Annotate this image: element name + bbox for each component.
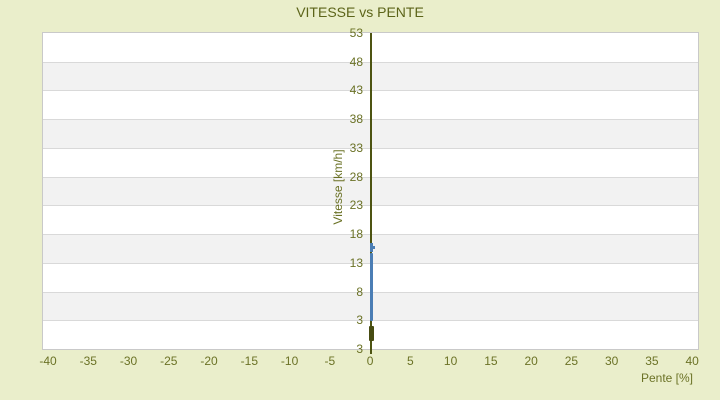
x-tick-label: 20 [524, 354, 538, 368]
x-tick-label: 25 [564, 354, 579, 368]
chart-title: VITESSE vs PENTE [296, 4, 424, 20]
zero-axis-line [370, 33, 373, 354]
vitesse-low-speed-cluster [368, 326, 374, 341]
x-tick-label: 5 [407, 354, 414, 368]
vitesse-dense-cluster [369, 253, 373, 321]
y-tick-label: 38 [349, 112, 363, 127]
y-axis-title: Vitesse [km/h] [331, 149, 345, 225]
y-tick-label: 43 [349, 83, 363, 98]
scatter-point [372, 245, 376, 249]
x-tick-label: -30 [119, 354, 138, 368]
x-tick-label: -15 [240, 354, 258, 368]
x-tick-label: -20 [200, 354, 218, 368]
x-tick-label: -5 [324, 354, 336, 368]
x-tick-label: 0 [366, 354, 374, 368]
scatter-point [369, 245, 373, 249]
y-tick-label: 28 [349, 169, 363, 184]
x-tick-label: 15 [484, 354, 498, 368]
y-tick-label: 18 [349, 227, 363, 242]
scatter-point [369, 249, 373, 253]
x-tick-label: -10 [280, 354, 299, 368]
x-tick-label: 30 [604, 354, 619, 368]
scatter-point [369, 242, 373, 246]
x-tick-label: -25 [160, 354, 178, 368]
x-tick-label: -40 [39, 354, 57, 368]
y-tick-label: 3 [356, 313, 363, 328]
x-tick-label: 35 [645, 354, 659, 368]
y-tick-label: 48 [349, 54, 363, 69]
x-tick-label: -35 [79, 354, 97, 368]
y-tick-label: 53 [349, 26, 363, 40]
y-tick-label: 13 [349, 255, 363, 270]
y-tick-label: 8 [356, 284, 363, 299]
y-tick-label: 23 [349, 198, 363, 213]
x-axis-title: Pente [%] [640, 371, 693, 385]
x-tick-label: 40 [685, 354, 699, 368]
plot-area: 53 48 43 38 33 28 23 18 13 8 3 3 [42, 26, 699, 356]
y-tick-label: 33 [349, 140, 363, 155]
x-tick-label: 10 [443, 354, 458, 368]
y-tick-label: 3 [356, 342, 363, 356]
